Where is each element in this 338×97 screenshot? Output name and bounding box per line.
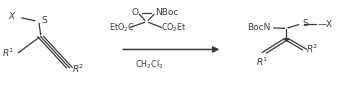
Text: EtO$_2$C: EtO$_2$C xyxy=(109,21,134,34)
Text: $R^2$: $R^2$ xyxy=(72,63,84,75)
Text: $R^2$: $R^2$ xyxy=(306,43,318,55)
Text: S: S xyxy=(302,19,308,28)
Text: O: O xyxy=(132,8,139,17)
Text: CH$_2$Cl$_2$: CH$_2$Cl$_2$ xyxy=(135,58,164,71)
Text: $R^1$: $R^1$ xyxy=(257,56,269,68)
Text: X: X xyxy=(9,12,15,21)
Text: BocN: BocN xyxy=(247,23,270,32)
Text: $R^1$: $R^1$ xyxy=(2,47,14,59)
Text: —X: —X xyxy=(318,20,333,29)
Text: CO$_2$Et: CO$_2$Et xyxy=(161,21,187,34)
Text: S: S xyxy=(42,16,47,25)
Text: NBoc: NBoc xyxy=(155,8,178,17)
